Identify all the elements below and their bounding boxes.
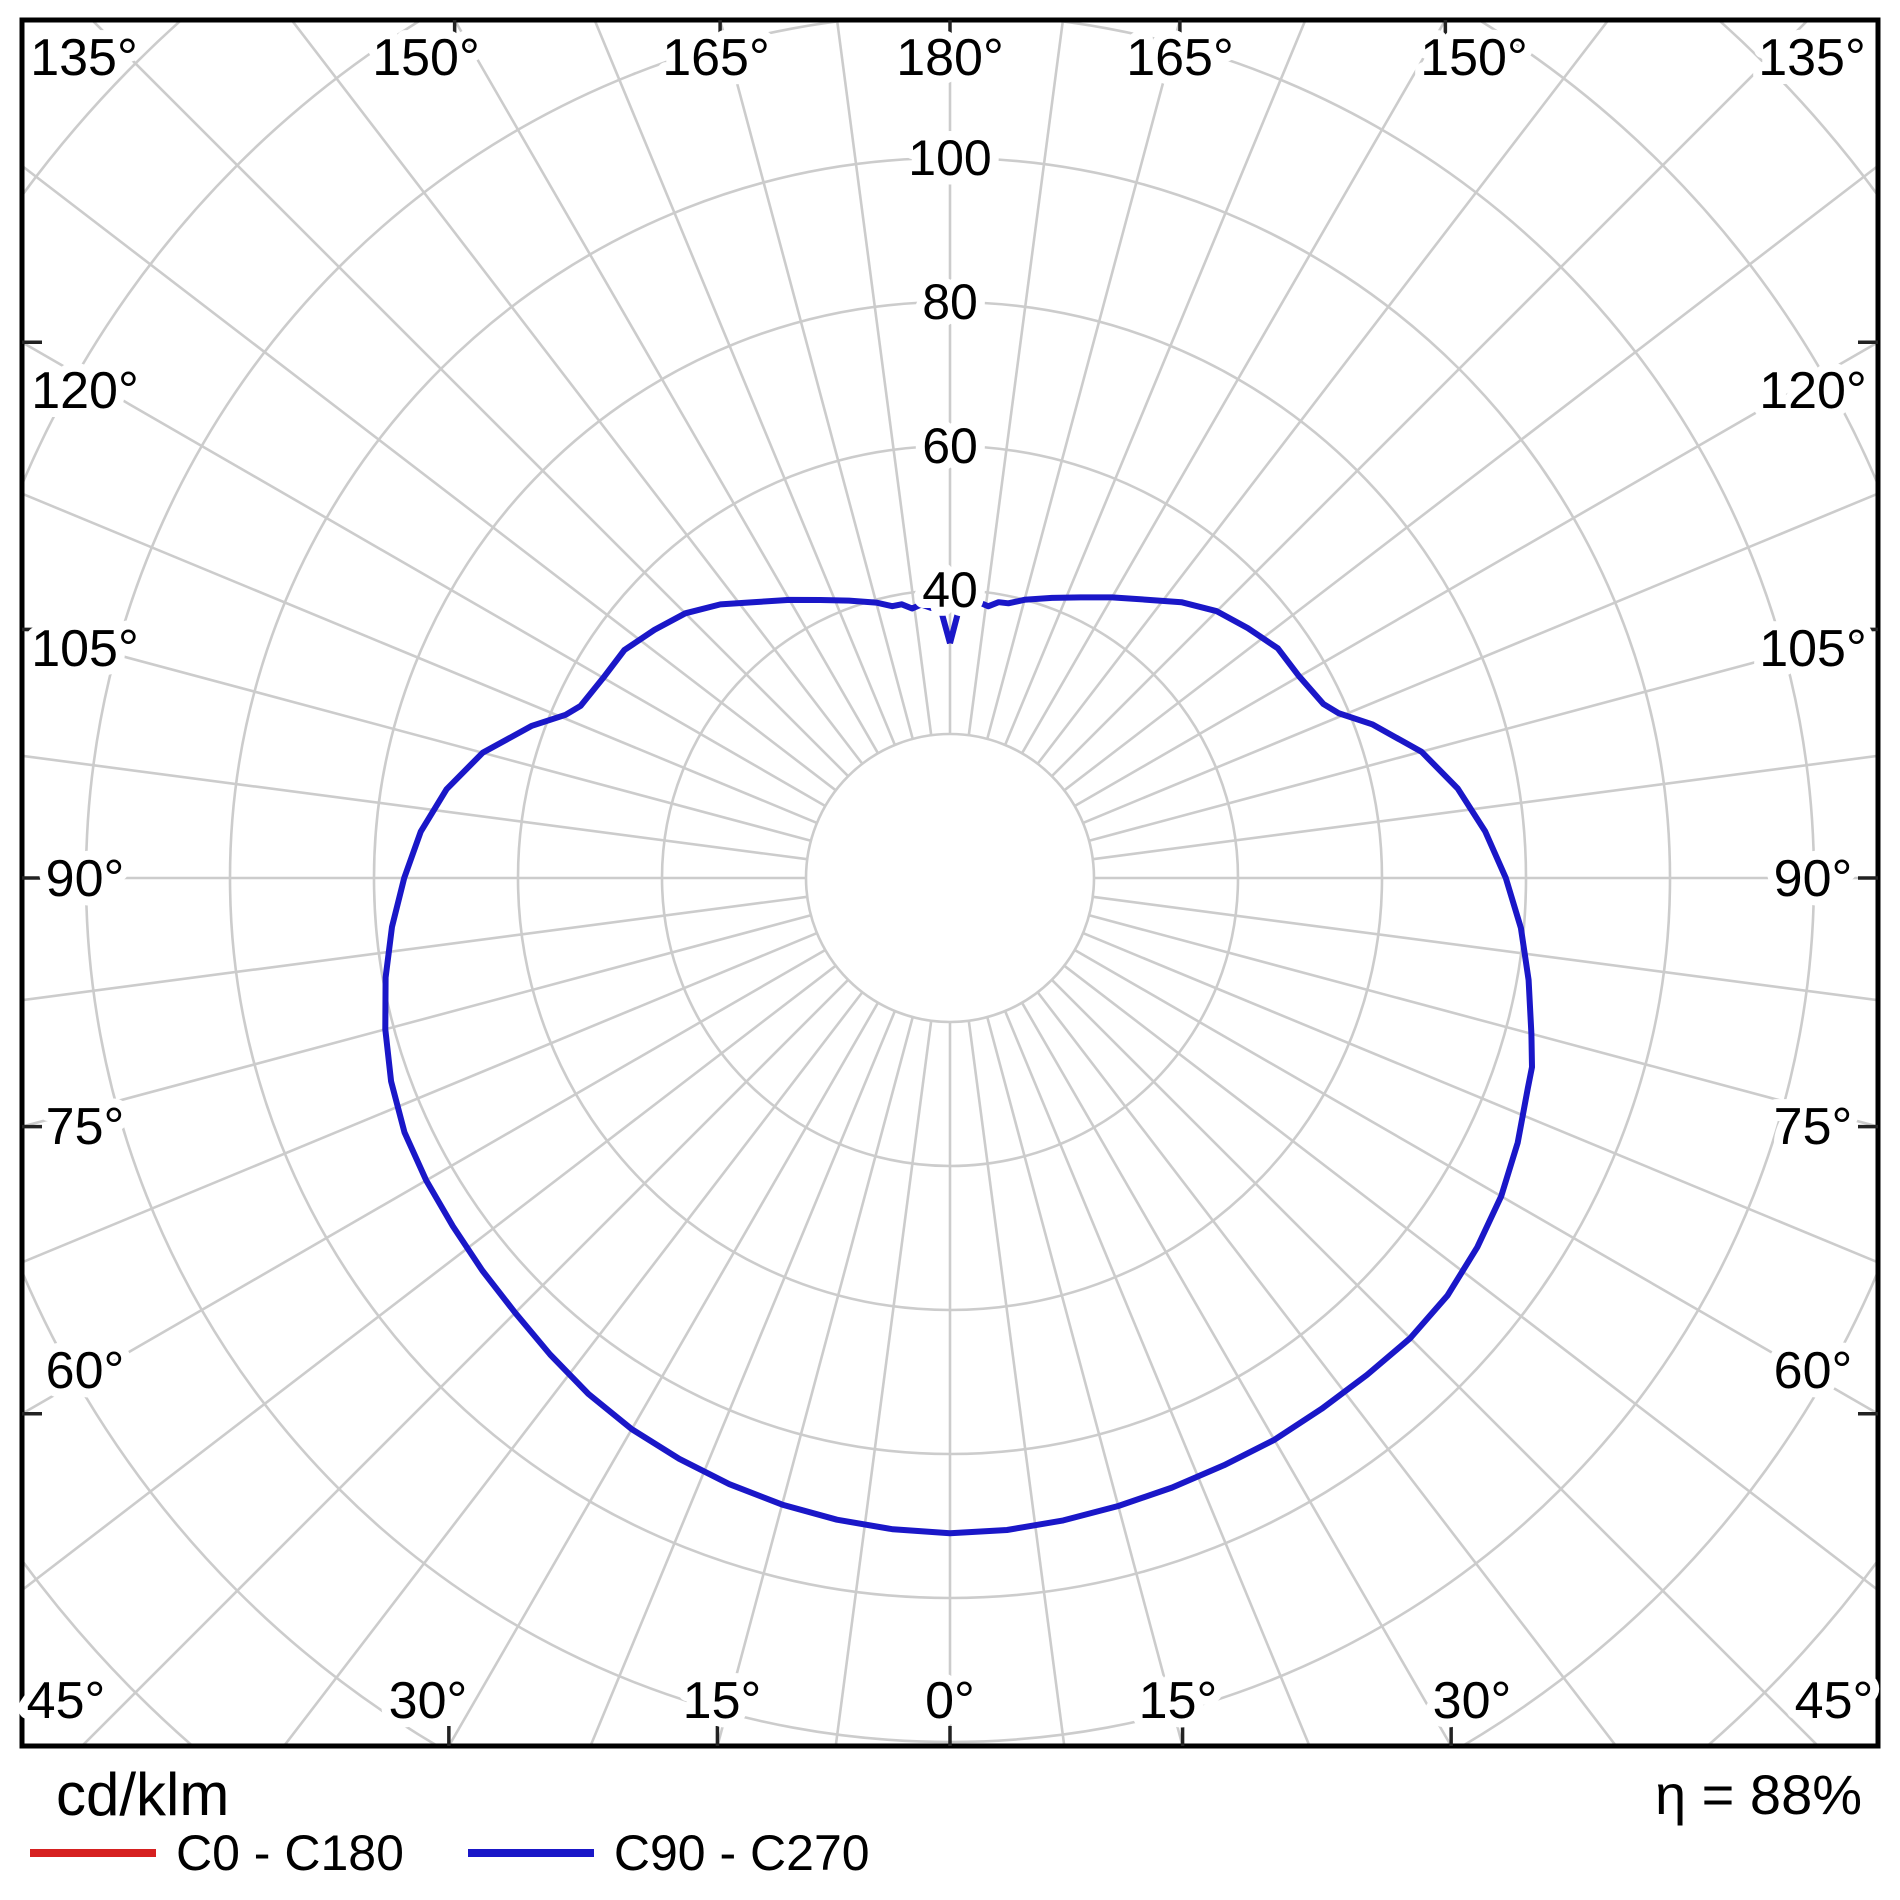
angle-label: 120° bbox=[1759, 362, 1867, 420]
polar-spoke bbox=[1074, 340, 1878, 808]
polar-spoke bbox=[834, 1020, 933, 1746]
polar-spoke bbox=[1063, 164, 1878, 792]
angle-label: 45° bbox=[1795, 1672, 1874, 1730]
polar-spoke bbox=[986, 1016, 1184, 1746]
polar-spoke bbox=[986, 20, 1182, 740]
polar-spoke bbox=[589, 1010, 897, 1746]
c0-c180-curve bbox=[383, 595, 1534, 1536]
polar-spoke bbox=[1088, 914, 1878, 1129]
angle-label: 150° bbox=[1420, 29, 1528, 87]
polar-spoke bbox=[22, 964, 837, 1592]
polar-spoke bbox=[22, 895, 808, 1002]
angle-label: 180° bbox=[896, 29, 1004, 87]
polar-ring bbox=[804, 732, 1096, 1024]
c90-c270-curve bbox=[382, 594, 1535, 1537]
polar-spoke bbox=[967, 1020, 1066, 1746]
blue-line-swatch-icon bbox=[467, 1849, 594, 1857]
polar-spoke bbox=[282, 991, 864, 1746]
angle-label: 120° bbox=[31, 362, 139, 420]
ring-label: 100 bbox=[908, 130, 991, 186]
border-ticks bbox=[22, 20, 1878, 1746]
legend-item-c90-c270: C90 - C270 bbox=[467, 1824, 870, 1882]
angle-label: 30° bbox=[389, 1672, 468, 1730]
angle-label: 135° bbox=[1758, 29, 1866, 87]
legend-label-c0-c180: C0 - C180 bbox=[176, 1825, 404, 1881]
polar-spoke bbox=[718, 20, 914, 740]
angle-label: 45° bbox=[27, 1672, 106, 1730]
angle-label: 165° bbox=[1126, 29, 1234, 87]
polar-spoke bbox=[1088, 627, 1878, 842]
polar-spoke bbox=[1050, 20, 1810, 778]
polar-spoke bbox=[22, 627, 812, 842]
polar-spoke bbox=[835, 20, 933, 736]
legend-item-c0-c180: C0 - C180 bbox=[30, 1824, 404, 1882]
angle-label: 150° bbox=[372, 29, 480, 87]
polar-spoke bbox=[22, 164, 837, 792]
angle-label: 30° bbox=[1433, 1672, 1512, 1730]
ring-label: 40 bbox=[922, 562, 978, 618]
polar-spoke bbox=[1082, 492, 1878, 825]
polar-spoke bbox=[593, 20, 897, 746]
polar-spoke bbox=[1003, 1010, 1311, 1746]
angle-label: 90° bbox=[46, 850, 125, 908]
angle-label: 60° bbox=[1774, 1342, 1853, 1400]
polar-spoke bbox=[1082, 931, 1878, 1264]
polar-spoke bbox=[22, 914, 812, 1129]
legend: C0 - C180 C90 - C270 bbox=[30, 1824, 870, 1882]
polar-spoke bbox=[453, 20, 880, 754]
polar-spoke bbox=[80, 978, 850, 1746]
angle-label: 135° bbox=[30, 29, 138, 87]
polar-spoke bbox=[1074, 948, 1878, 1416]
polar-spoke bbox=[1020, 20, 1447, 754]
polar-spoke bbox=[1036, 20, 1611, 765]
polar-spoke bbox=[22, 754, 808, 861]
polar-spoke bbox=[1092, 895, 1878, 1002]
angle-label: 165° bbox=[662, 29, 770, 87]
polar-spoke bbox=[22, 931, 818, 1264]
red-line-swatch-icon bbox=[30, 1849, 156, 1857]
angle-label: 75° bbox=[46, 1098, 125, 1156]
polar-spoke bbox=[1036, 991, 1618, 1746]
angle-label: 75° bbox=[1774, 1098, 1853, 1156]
angle-label: 15° bbox=[683, 1672, 762, 1730]
polar-spoke bbox=[447, 1002, 880, 1746]
polar-spoke bbox=[90, 20, 850, 778]
labels: 135° 150° 165° 180° 165° 150° 135° 120° 105° 90° 7… bbox=[18, 20, 1883, 1739]
polar-spoke bbox=[1063, 964, 1878, 1592]
polar-spoke bbox=[289, 20, 864, 765]
angle-label: 105° bbox=[31, 620, 139, 678]
angle-label: 15° bbox=[1139, 1672, 1218, 1730]
polar-spoke bbox=[22, 340, 826, 808]
angle-label: 60° bbox=[46, 1342, 125, 1400]
polar-spoke bbox=[716, 1016, 914, 1746]
polar-spoke bbox=[1020, 1002, 1453, 1746]
angle-label: 90° bbox=[1774, 850, 1853, 908]
legend-label-c90-c270: C90 - C270 bbox=[613, 1825, 870, 1881]
ring-label: 80 bbox=[922, 274, 978, 330]
polar-spoke bbox=[22, 492, 818, 825]
polar-spoke bbox=[1092, 754, 1878, 861]
polar-spoke bbox=[1003, 20, 1307, 746]
curves bbox=[382, 594, 1535, 1537]
angle-label: 105° bbox=[1759, 620, 1867, 678]
efficiency-label: η = 88% bbox=[1654, 1763, 1862, 1826]
polar-spoke bbox=[22, 948, 826, 1416]
polar-spoke bbox=[967, 20, 1065, 736]
angle-label: 0° bbox=[925, 1672, 975, 1730]
units-label: cd/klm bbox=[56, 1761, 230, 1828]
ring-label: 60 bbox=[922, 418, 978, 474]
polar-spoke bbox=[1050, 978, 1820, 1746]
